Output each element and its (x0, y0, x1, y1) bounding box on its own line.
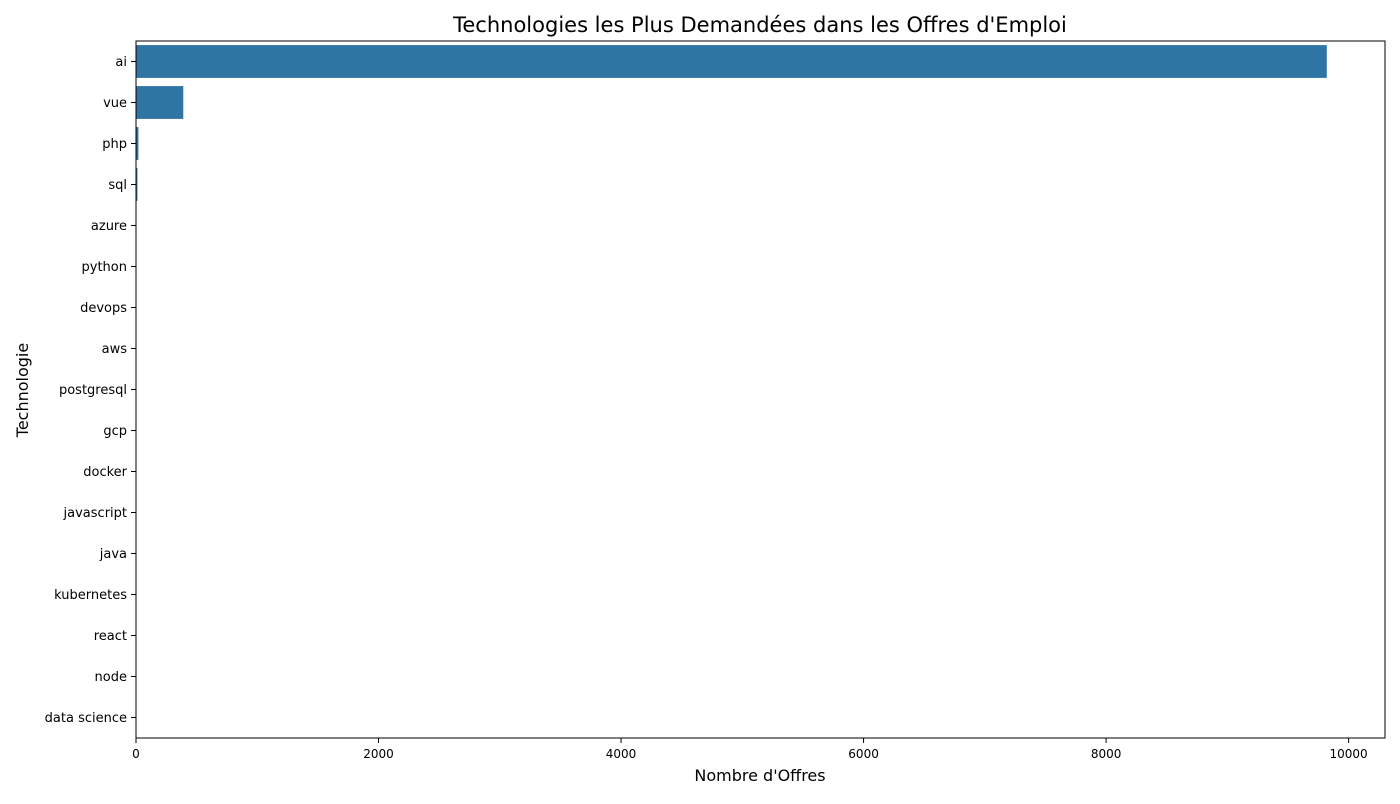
plot-frame (136, 41, 1385, 738)
y-tick-label: azure (91, 219, 127, 234)
y-tick-label: java (99, 547, 127, 562)
x-ticks-group: 0 2000 4000 6000 8000 10000 (132, 738, 1368, 761)
y-tick-label: javascript (63, 506, 127, 521)
y-tick-label: node (95, 670, 127, 685)
bar-ai (136, 45, 1327, 78)
y-tick-label: data science (45, 711, 127, 726)
y-ticks-group: ai vue php sql azure python devops aws postgresq… (45, 55, 136, 726)
y-tick-label: postgresql (59, 383, 127, 398)
y-tick-label: kubernetes (54, 588, 127, 603)
bar-vue (136, 86, 183, 119)
y-tick-label: devops (80, 301, 127, 316)
y-tick-label: sql (108, 178, 127, 193)
x-tick-label: 10000 (1330, 747, 1368, 761)
y-axis-label: Technologie (13, 343, 32, 438)
y-tick-label: php (102, 137, 127, 152)
x-tick-label: 0 (132, 747, 140, 761)
x-axis-label: Nombre d'Offres (694, 766, 825, 785)
y-tick-label: react (94, 629, 127, 644)
y-tick-label: docker (83, 465, 127, 480)
y-tick-label: vue (103, 96, 127, 111)
y-tick-label: aws (102, 342, 128, 357)
y-tick-label: gcp (103, 424, 127, 439)
y-tick-label: ai (115, 55, 127, 70)
x-tick-label: 4000 (606, 747, 637, 761)
x-tick-label: 6000 (848, 747, 879, 761)
chart-title: Technologies les Plus Demandées dans les… (452, 13, 1067, 37)
x-tick-label: 8000 (1091, 747, 1122, 761)
bars-group (136, 45, 1327, 734)
x-tick-label: 2000 (363, 747, 394, 761)
y-tick-label: python (82, 260, 127, 275)
